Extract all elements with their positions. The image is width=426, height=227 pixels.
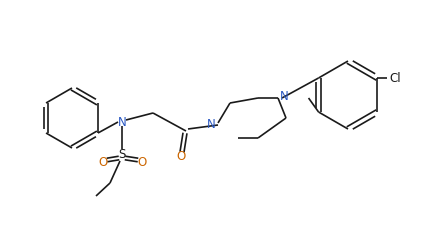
Text: O: O: [137, 156, 147, 170]
Text: O: O: [176, 151, 186, 163]
Text: O: O: [98, 156, 108, 170]
Text: N: N: [207, 118, 216, 131]
Text: N: N: [118, 116, 127, 128]
Text: S: S: [118, 148, 126, 161]
Text: Cl: Cl: [389, 72, 401, 84]
Text: N: N: [280, 91, 289, 104]
